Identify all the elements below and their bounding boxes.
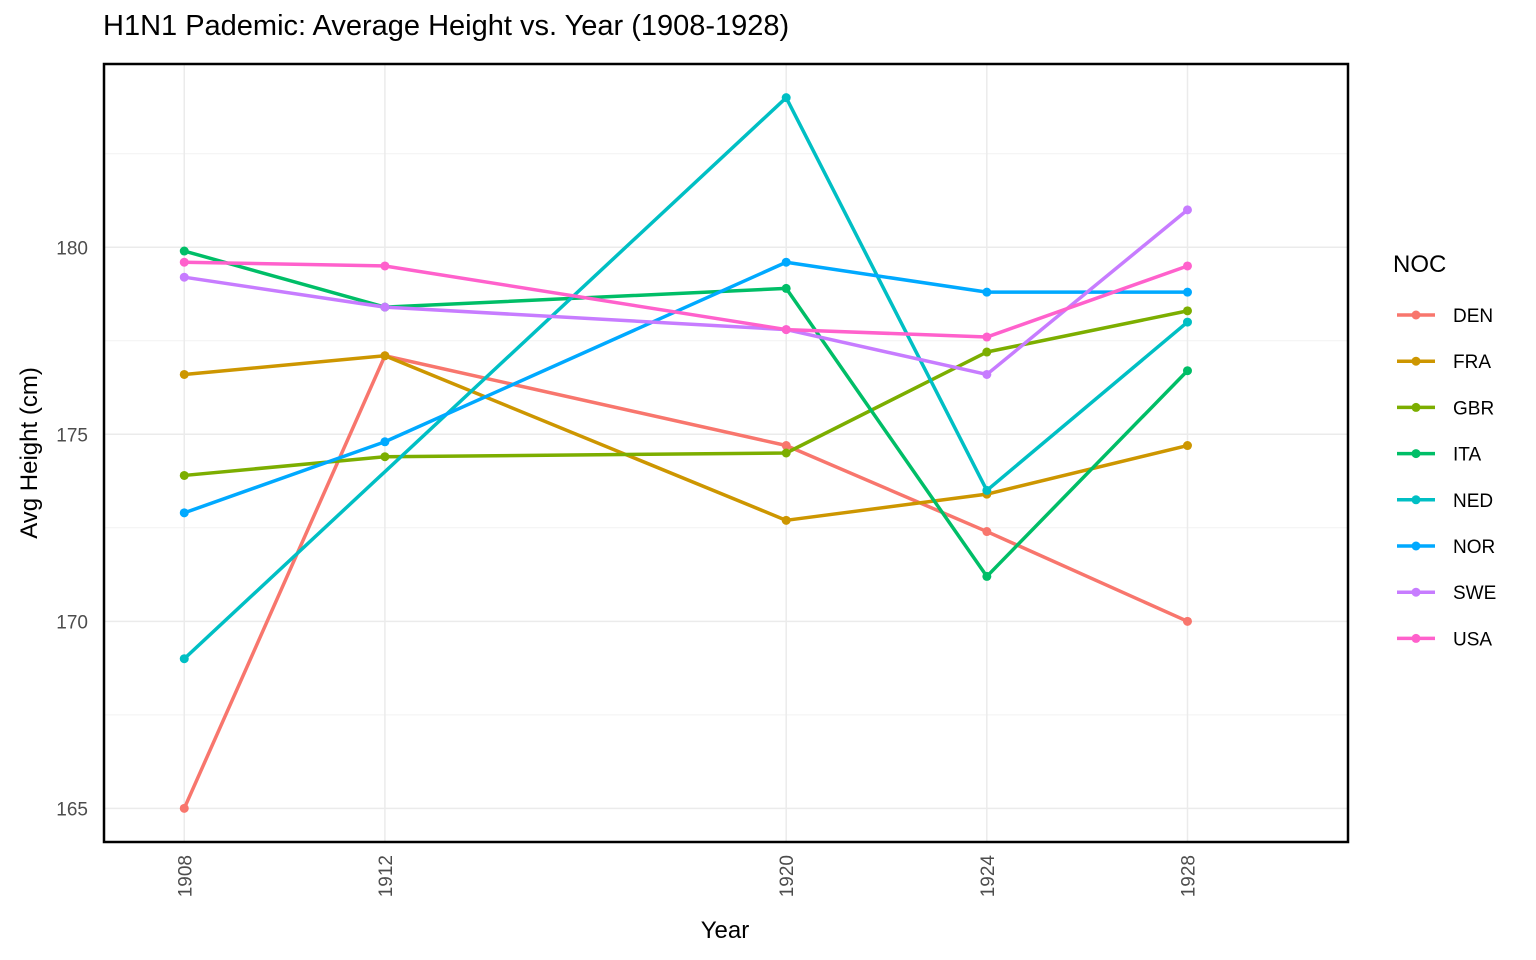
legend: NOC DEN FRA GBR ITA NED NOR SWE USA [1393,251,1496,650]
data-point-gbr [179,470,189,480]
x-tick-label: 1924 [978,855,999,898]
data-point-nor [1182,287,1192,297]
legend-item-swe: SWE [1397,583,1496,604]
data-point-fra [1182,441,1192,451]
data-point-den [1182,616,1192,626]
data-point-ita [982,571,992,581]
data-point-swe [1182,205,1192,215]
y-tick-labels: 165 170 175 180 [56,238,88,820]
data-point-usa [781,325,791,335]
x-tick-label: 1912 [376,855,397,897]
legend-item-ned: NED [1397,491,1493,512]
data-point-swe [982,369,992,379]
data-point-ned [1182,317,1192,327]
data-point-gbr [380,452,390,462]
plot-border [102,62,1350,844]
legend-swatch-point [1411,402,1421,412]
legend-label: DEN [1453,306,1493,327]
data-point-fra [781,515,791,525]
legend-label: NOR [1453,537,1495,558]
legend-swatch-point [1411,587,1421,597]
legend-swatch-point [1411,356,1421,366]
legend-swatch-point [1411,495,1421,505]
data-point-nor [179,508,189,518]
y-tick-label: 165 [56,799,88,820]
x-tick-label: 1920 [777,855,798,897]
legend-swatch-point [1411,310,1421,320]
legend-title: NOC [1393,251,1446,278]
data-point-fra [380,351,390,361]
legend-swatch-point [1411,449,1421,459]
legend-item-usa: USA [1397,629,1492,650]
data-point-fra [179,369,189,379]
legend-item-den: DEN [1397,306,1493,327]
data-point-den [982,527,992,537]
y-tick-label: 175 [56,425,88,446]
y-tick-label: 180 [56,238,88,259]
legend-label: NED [1453,491,1493,512]
data-point-ned [179,654,189,664]
data-point-ita [179,246,189,256]
legend-item-ita: ITA [1397,445,1481,466]
data-point-ned [781,93,791,103]
legend-label: FRA [1453,352,1491,373]
data-point-gbr [1182,306,1192,316]
data-point-gbr [982,347,992,357]
data-point-ned [982,485,992,495]
x-tick-labels: 1908 1912 1920 1924 1928 [175,855,1199,898]
y-axis-title: Avg Height (cm) [16,367,43,539]
legend-label: USA [1453,629,1492,650]
series-lines [182,95,1189,810]
x-tick-label: 1928 [1178,855,1199,897]
data-point-nor [982,287,992,297]
legend-item-nor: NOR [1397,537,1495,558]
data-point-usa [982,332,992,342]
legend-label: SWE [1453,583,1496,604]
data-point-nor [781,257,791,267]
chart-title: H1N1 Pademic: Average Height vs. Year (1… [103,10,790,42]
legend-swatch-point [1411,541,1421,551]
data-point-swe [380,302,390,312]
legend-item-fra: FRA [1397,352,1491,373]
legend-label: ITA [1453,445,1481,466]
data-point-usa [179,257,189,267]
x-axis-title: Year [701,917,750,944]
legend-label: GBR [1453,398,1494,419]
series-line-den [182,354,1189,810]
data-point-usa [380,261,390,271]
series-line-ned [183,95,1189,661]
series-line-fra [184,354,1188,523]
data-point-ita [1182,366,1192,376]
data-point-usa [1182,261,1192,271]
data-point-nor [380,437,390,447]
series-points [179,93,1192,813]
legend-item-gbr: GBR [1397,398,1494,419]
legend-swatch-point [1411,633,1421,643]
data-point-gbr [781,448,791,458]
y-tick-label: 170 [56,612,88,633]
data-point-swe [179,272,189,282]
data-point-den [781,441,791,451]
data-point-ita [781,283,791,293]
data-point-den [179,803,189,813]
x-tick-label: 1908 [175,855,196,897]
